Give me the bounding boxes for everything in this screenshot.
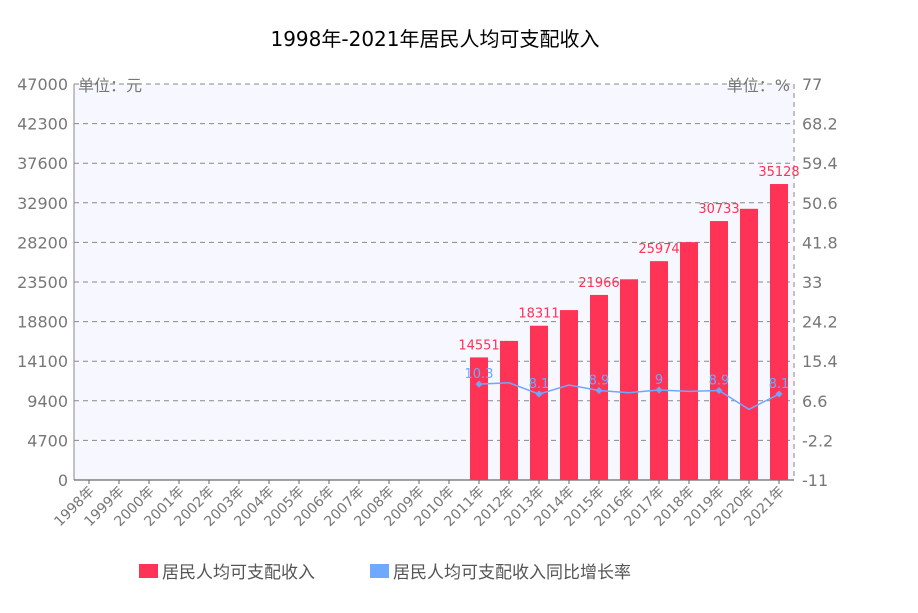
right-y-tick: 59.4 bbox=[802, 154, 838, 173]
line-point bbox=[775, 390, 783, 398]
chart-title: 1998年-2021年居民人均可支配收入 bbox=[270, 27, 599, 51]
right-y-tick: 33 bbox=[802, 273, 822, 292]
legend[interactable]: 居民人均可支配收入 居民人均可支配收入同比增长率 bbox=[139, 563, 631, 583]
left-y-tick: 9400 bbox=[27, 392, 68, 411]
left-y-tick: 4700 bbox=[27, 431, 68, 450]
bar bbox=[500, 340, 518, 480]
growth-value-label: 9 bbox=[655, 373, 663, 388]
right-y-tick: 6.6 bbox=[802, 392, 827, 411]
bar bbox=[770, 184, 788, 481]
right-y-tick: -11 bbox=[802, 471, 828, 490]
bar-value-label: 35128 bbox=[758, 165, 799, 180]
legend-label-growth[interactable]: 居民人均可支配收入同比增长率 bbox=[393, 563, 631, 583]
left-y-tick: 42300 bbox=[17, 115, 68, 134]
left-y-axis: 0 4700 9400 14100 18800 23500 28200 32900 37600 4… bbox=[17, 75, 68, 490]
bar bbox=[620, 279, 638, 480]
legend-swatch-income[interactable] bbox=[139, 564, 158, 578]
growth-value-label: 8.1 bbox=[529, 377, 550, 392]
growth-value-label: 10.3 bbox=[465, 367, 494, 382]
left-y-tick: 14100 bbox=[17, 352, 68, 371]
right-y-tick: 68.2 bbox=[802, 115, 838, 134]
right-y-tick: 41.8 bbox=[802, 233, 838, 252]
data-labels: 14551 18311 21966 25974 30733 35128 10.3 8.1 8.9… bbox=[458, 165, 799, 392]
right-axis-unit: 单位：% bbox=[727, 76, 790, 95]
bar-value-label: 30733 bbox=[698, 202, 739, 217]
left-y-tick: 28200 bbox=[17, 233, 68, 252]
line-point bbox=[535, 390, 543, 398]
bar bbox=[680, 242, 698, 480]
left-y-tick: 23500 bbox=[17, 273, 68, 292]
line-point bbox=[655, 386, 663, 394]
right-y-tick: 24.2 bbox=[802, 313, 838, 332]
bar bbox=[560, 310, 578, 480]
line-point bbox=[715, 386, 723, 394]
legend-swatch-growth[interactable] bbox=[370, 564, 389, 578]
right-y-tick: 77 bbox=[802, 75, 822, 94]
left-y-tick: 37600 bbox=[17, 154, 68, 173]
right-y-tick: 15.4 bbox=[802, 352, 838, 371]
right-y-tick: 50.6 bbox=[802, 194, 838, 213]
bar bbox=[710, 221, 728, 481]
legend-label-income[interactable]: 居民人均可支配收入 bbox=[162, 563, 315, 583]
growth-line bbox=[478, 382, 780, 411]
right-y-axis: -11 -2.2 6.6 15.4 24.2 33 41.8 50.6 59.4 68.2 77 bbox=[802, 75, 838, 490]
bar bbox=[530, 325, 548, 480]
line-point bbox=[595, 386, 603, 394]
left-y-tick: 47000 bbox=[17, 75, 68, 94]
line-point bbox=[475, 380, 483, 388]
right-y-tick: -2.2 bbox=[802, 431, 833, 450]
bar bbox=[470, 357, 488, 480]
bar bbox=[650, 261, 668, 480]
bar-value-label: 14551 bbox=[458, 338, 499, 353]
growth-value-label: 8.9 bbox=[709, 373, 730, 388]
growth-value-label: 8.1 bbox=[769, 377, 790, 392]
bar-value-label: 25974 bbox=[638, 242, 679, 257]
line-series bbox=[475, 380, 783, 411]
left-y-tick: 0 bbox=[58, 471, 68, 490]
grid-lines bbox=[73, 83, 795, 481]
bar bbox=[740, 208, 758, 480]
left-y-tick: 32900 bbox=[17, 194, 68, 213]
growth-value-label: 8.9 bbox=[589, 373, 610, 388]
left-axis-unit: 单位：元 bbox=[78, 76, 142, 95]
left-y-tick: 18800 bbox=[17, 313, 68, 332]
x-axis: 1998年1999年2000年2001年2002年2003年2004年2005年… bbox=[51, 480, 788, 530]
bar-value-label: 18311 bbox=[518, 307, 559, 322]
bar-series bbox=[470, 184, 788, 481]
bar-value-label: 21966 bbox=[578, 276, 619, 291]
